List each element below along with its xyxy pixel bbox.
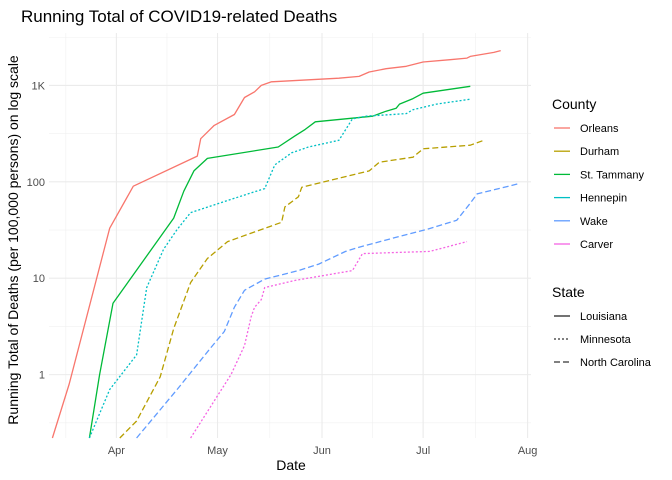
x-tick-label: Jun [313,445,331,457]
series-line-wake [136,183,518,439]
x-axis-ticks: Apr May Jun Jul Aug [108,445,538,457]
legend-county-title: County [552,96,596,112]
series-line-durham [119,139,485,439]
legend-state-label: Louisiana [580,311,628,323]
series-line-st-tammany [88,85,471,439]
legend-state-title: State [552,284,585,300]
series-line-carver [190,240,468,439]
x-tick-label: Apr [108,445,125,457]
y-tick-label: 10 [33,273,45,285]
y-tick-label: 100 [27,177,45,189]
legend-county-label: Orleans [580,123,619,135]
legend-state-label: Minnesota [580,334,632,346]
y-tick-label: 1K [32,80,46,92]
legend-county-label: Wake [580,216,608,228]
legend-county-label: Hennepin [580,193,627,205]
legend-county-label: Durham [580,146,619,158]
legend-county-label: Carver [580,239,613,251]
y-axis-ticks: 1 10 100 1K [27,80,46,381]
chart-title: Running Total of COVID19-related Deaths [21,7,337,26]
x-tick-label: Jul [416,445,430,457]
x-tick-label: Aug [518,445,538,457]
legend-states: Louisiana Minnesota North Carolina [554,311,652,369]
series-line-orleans [51,49,501,439]
legend-state-label: North Carolina [580,357,652,369]
y-axis-title: Running Total of Deaths (per 100,000 per… [5,55,21,425]
series-line-hennepin [88,98,471,439]
legend-county-label: St. Tammany [580,169,644,181]
series-lines [51,49,518,439]
y-tick-label: 1 [39,370,45,382]
x-tick-label: May [207,445,228,457]
legend-counties: Orleans Durham St. Tammany Hennepin Wake Carv… [554,123,644,251]
x-axis-title: Date [276,457,306,473]
gridlines [49,33,531,438]
